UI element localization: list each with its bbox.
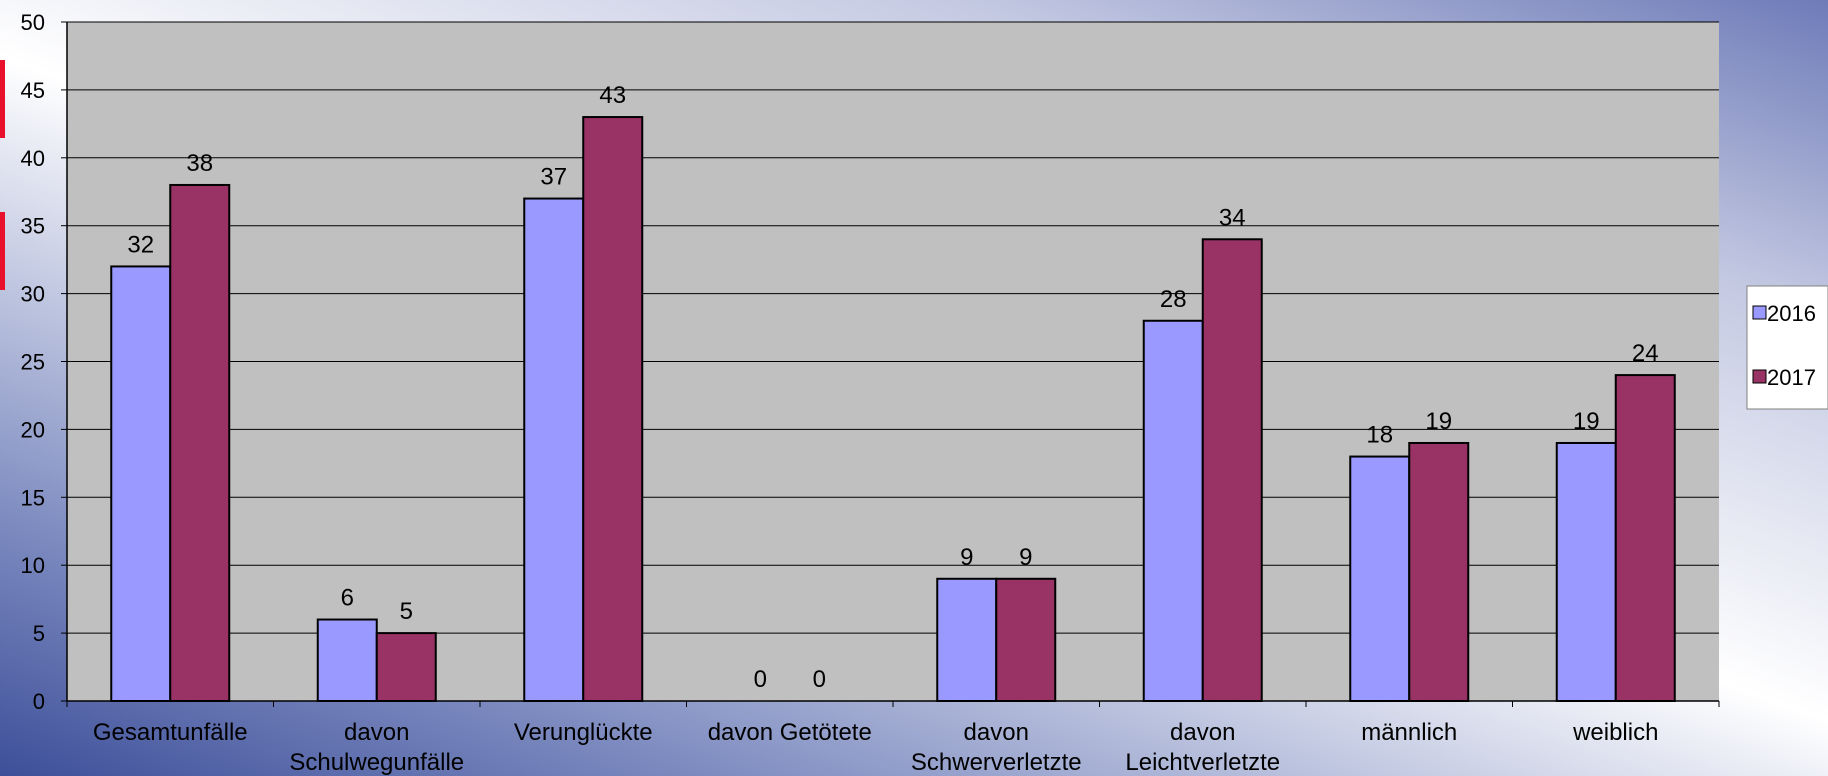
y-tick-label: 15 <box>21 485 45 510</box>
bar-2016-4 <box>936 577 998 703</box>
y-tick-label: 0 <box>33 689 45 714</box>
category-label-4: davon <box>964 719 1029 746</box>
bar-2017-1 <box>375 632 437 702</box>
legend-label-2017: 2017 <box>1767 365 1816 390</box>
legend-label-2016: 2016 <box>1767 301 1816 326</box>
data-label-2017-0: 38 <box>186 150 213 177</box>
category-label-6: männlich <box>1361 719 1457 746</box>
category-label-0: Gesamtunfälle <box>93 719 248 746</box>
category-label-5: Leichtverletzte <box>1125 749 1280 776</box>
bar-2016-2 <box>523 197 585 702</box>
bar-2016-1 <box>316 618 378 703</box>
legend-swatch-2017 <box>1752 369 1767 384</box>
data-label-2017-3: 0 <box>813 666 826 693</box>
bar-2017-6 <box>1408 441 1470 702</box>
y-tick-label: 40 <box>21 146 45 171</box>
data-label-2016-1: 6 <box>341 585 354 612</box>
data-label-2017-7: 24 <box>1632 340 1659 367</box>
y-tick-label: 20 <box>21 417 45 442</box>
bar-2016-7 <box>1555 441 1617 702</box>
left-accent-top <box>0 60 5 138</box>
y-tick-label: 10 <box>21 553 45 578</box>
category-label-1: davon <box>344 719 409 746</box>
category-label-7: weiblich <box>1572 719 1658 746</box>
gridlines <box>67 21 1719 634</box>
bar-2017-2 <box>582 116 644 702</box>
data-label-2017-4: 9 <box>1019 544 1032 571</box>
legend-swatch-2016 <box>1752 305 1767 320</box>
y-tick-label: 25 <box>21 350 45 375</box>
data-label-2016-3: 0 <box>754 666 767 693</box>
category-label-4: Schwerverletzte <box>911 749 1082 776</box>
x-axis-ticks <box>66 701 1720 707</box>
data-label-2016-0: 32 <box>127 231 154 258</box>
data-label-2016-7: 19 <box>1573 408 1600 435</box>
left-accent-bottom <box>0 212 5 290</box>
data-label-2017-6: 19 <box>1425 408 1452 435</box>
legend: 2016 2017 <box>1746 285 1828 410</box>
data-label-2016-6: 18 <box>1366 422 1393 449</box>
data-labels: 32 38 6 5 37 43 0 0 9 9 28 34 18 19 19 24 <box>127 82 1658 693</box>
data-label-2016-5: 28 <box>1160 286 1187 313</box>
bar-2016-6 <box>1349 455 1411 702</box>
bar-2016-0 <box>110 265 172 702</box>
bar-2017-4 <box>995 577 1057 703</box>
data-label-2016-4: 9 <box>960 544 973 571</box>
data-label-2016-2: 37 <box>540 164 567 191</box>
category-label-1: Schulwegunfälle <box>289 749 464 776</box>
bar-2017-7 <box>1614 374 1676 702</box>
category-label-2: Verunglückte <box>514 719 653 746</box>
y-tick-label: 50 <box>21 10 45 35</box>
y-tick-label: 45 <box>21 78 45 103</box>
data-label-2017-1: 5 <box>400 598 413 625</box>
category-labels: Gesamtunfälle davon Schulwegunfälle Verungl… <box>93 719 1659 776</box>
bar-2017-0 <box>169 183 231 702</box>
data-label-2017-5: 34 <box>1219 204 1246 231</box>
data-label-2017-2: 43 <box>599 82 626 109</box>
y-tick-label: 30 <box>21 282 45 307</box>
category-label-5: davon <box>1170 719 1235 746</box>
bar-2017-5 <box>1201 238 1263 702</box>
category-label-3: davon Getötete <box>708 719 872 746</box>
y-axis-ticks: 0 5 10 15 20 25 30 35 40 45 50 <box>21 10 67 714</box>
bar-2016-5 <box>1142 319 1204 702</box>
y-tick-label: 5 <box>33 621 45 646</box>
y-tick-label: 35 <box>21 214 45 239</box>
